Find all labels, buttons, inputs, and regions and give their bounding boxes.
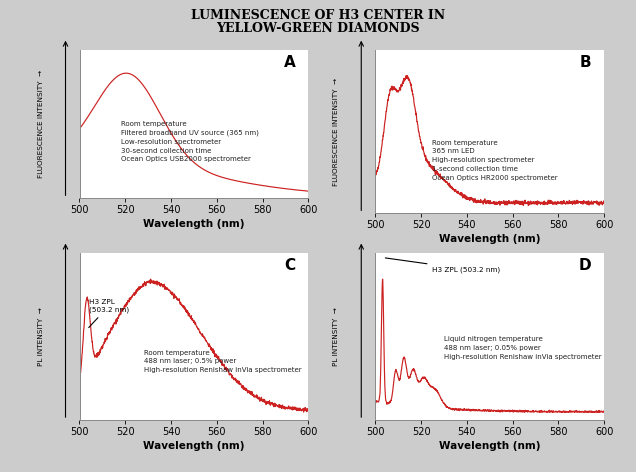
Text: C: C (285, 258, 296, 273)
X-axis label: Wavelength (nm): Wavelength (nm) (143, 441, 245, 451)
X-axis label: Wavelength (nm): Wavelength (nm) (439, 441, 541, 451)
Text: H3 ZPL (503.2 nm): H3 ZPL (503.2 nm) (385, 258, 501, 272)
Text: FLUORESCENCE INTENSITY  →: FLUORESCENCE INTENSITY → (38, 70, 44, 178)
Text: H3 ZPL
(503.2 nm): H3 ZPL (503.2 nm) (88, 299, 128, 328)
Text: PL INTENSITY  →: PL INTENSITY → (38, 307, 44, 366)
Text: YELLOW-GREEN DIAMONDS: YELLOW-GREEN DIAMONDS (216, 22, 420, 35)
Text: LUMINESCENCE OF H3 CENTER IN: LUMINESCENCE OF H3 CENTER IN (191, 9, 445, 23)
Text: Room temperature
488 nm laser; 0.5% power
High-resolution Renishaw inVia spectro: Room temperature 488 nm laser; 0.5% powe… (144, 350, 301, 373)
Text: Room temperature
365 nm LED
High-resolution spectrometer
1-second collection tim: Room temperature 365 nm LED High-resolut… (432, 140, 558, 181)
Text: FLUORESCENCE INTENSITY  →: FLUORESCENCE INTENSITY → (333, 77, 340, 185)
Text: A: A (284, 55, 296, 70)
X-axis label: Wavelength (nm): Wavelength (nm) (143, 219, 245, 229)
X-axis label: Wavelength (nm): Wavelength (nm) (439, 235, 541, 244)
Text: Liquid nitrogen temperature
488 nm laser; 0.05% power
High-resolution Renishaw i: Liquid nitrogen temperature 488 nm laser… (444, 336, 602, 360)
Text: B: B (580, 55, 591, 70)
Text: PL INTENSITY  →: PL INTENSITY → (333, 307, 340, 366)
Text: Room temperature
Filtered broadband UV source (365 nm)
Low-resolution spectromet: Room temperature Filtered broadband UV s… (121, 121, 259, 162)
Text: D: D (579, 258, 591, 273)
